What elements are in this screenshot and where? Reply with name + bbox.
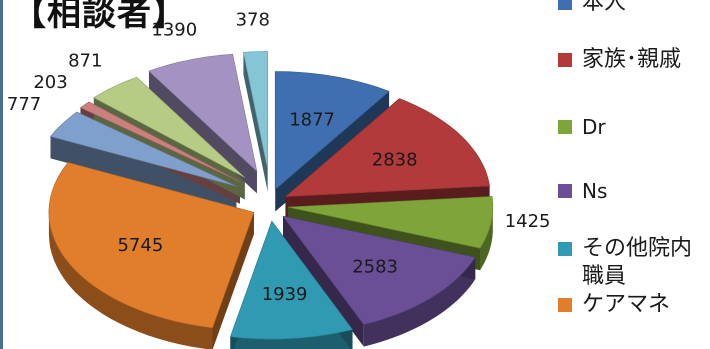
legend-label: 家族･親戚 — [582, 47, 682, 72]
legend-item-honnin: 本人 — [558, 0, 626, 18]
legend-label: Ns — [582, 179, 608, 203]
legend-item-care-manager: ケアマネ — [558, 290, 670, 320]
pie-data-label: 1939 — [262, 284, 308, 305]
legend-item-ns: Ns — [558, 176, 607, 206]
legend-label: 本人 — [582, 0, 627, 15]
pie-slice — [229, 220, 354, 340]
legend-swatch — [558, 184, 572, 198]
pie-data-label: 5745 — [117, 235, 163, 256]
pie-data-label: 1877 — [289, 110, 335, 131]
legend-swatch — [558, 298, 572, 312]
pie-slice — [243, 51, 268, 170]
pie-data-label: 871 — [68, 51, 102, 72]
pie-slice-face — [148, 71, 257, 194]
pie-data-label: 2583 — [352, 257, 398, 278]
pie-data-label: 1425 — [505, 211, 551, 232]
pie-slice — [93, 76, 246, 178]
pie-slice-side — [363, 257, 476, 347]
legend-item-other-staff: その他院内 — [558, 234, 692, 264]
chart-title: 【相談者】 — [12, 0, 187, 34]
legend: 本人 家族･親戚 Dr Ns その他院内 職員 ケアマネ — [558, 0, 710, 349]
pie-slice — [282, 215, 476, 325]
legend-swatch — [558, 53, 572, 67]
legend-label: 職員 — [582, 264, 627, 289]
pie-data-label: 2838 — [372, 149, 418, 170]
pie-slice — [284, 98, 490, 198]
legend-swatch — [558, 0, 572, 10]
legend-swatch — [558, 120, 572, 134]
pie-slice-face — [212, 212, 254, 349]
pie-data-label: 203 — [33, 72, 67, 93]
legend-label: ケアマネ — [582, 292, 671, 317]
pie-tops — [48, 51, 494, 340]
pie-slice — [79, 101, 241, 182]
pie-slice — [49, 111, 237, 187]
legend-item-family: 家族･親戚 — [558, 45, 681, 75]
pie-slice-side — [48, 212, 213, 349]
legend-label: その他院内 — [582, 236, 693, 261]
pie-slice-face — [283, 216, 364, 347]
pie-slice-side — [480, 207, 493, 271]
pie-data-label: 1390 — [151, 20, 197, 41]
pie-slice — [148, 53, 258, 173]
legend-item-dr: Dr — [558, 112, 606, 142]
pie-data-label: 378 — [236, 10, 270, 31]
pie-slice — [274, 71, 390, 191]
legend-swatch — [558, 242, 572, 256]
pie-slice-side — [230, 329, 353, 349]
pie-slice-face — [50, 136, 237, 209]
pie-slice-face — [243, 52, 268, 192]
pie-slice — [287, 196, 494, 249]
legend-label: Dr — [582, 115, 606, 139]
legend-item-other-staff-line2: 職員 — [582, 262, 626, 292]
chart-border — [0, 0, 3, 349]
pie-data-label: 777 — [7, 94, 41, 115]
pie-slice — [48, 162, 255, 329]
